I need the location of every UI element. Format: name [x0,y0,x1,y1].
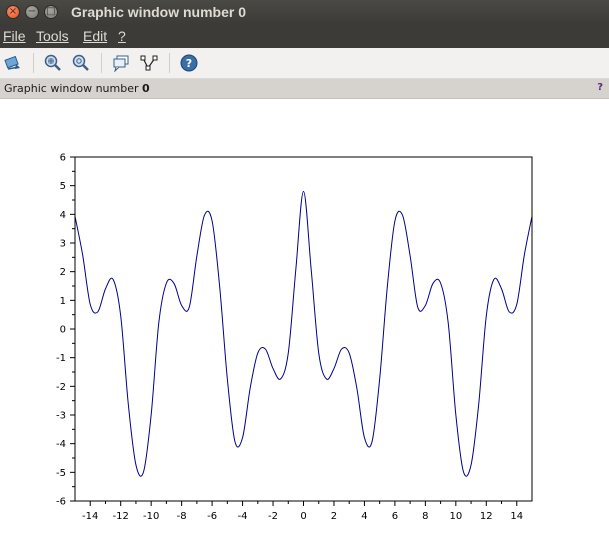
menubar: File Tools Edit ? [0,26,609,48]
y-tick-label: 4 [60,210,66,221]
help-icon: ? [180,54,198,72]
y-tick-label: 2 [60,267,66,278]
y-tick-label: -6 [56,497,66,508]
y-tick-label: 3 [60,239,66,250]
y-tick-label: 5 [60,181,66,192]
y-tick-label: -4 [56,439,66,450]
toolbar: ? [0,48,609,79]
window-title: Graphic window number 0 [71,4,247,20]
toolbar-separator [169,53,170,73]
y-tick-label: 1 [60,296,66,307]
x-tick-label: -8 [177,511,187,522]
infobar-help-icon[interactable]: ? [597,82,603,93]
infobar: Graphic window number 0 ? [0,79,609,99]
graphic-canvas[interactable]: -6 -5 -4 -3 -2 -1 0 1 2 3 4 5 6 -14 -12 -10 -8 -6 -4 -2 0 2 4… [0,100,609,559]
x-tick-label: 14 [510,511,523,522]
menu-tools[interactable]: Tools [36,28,69,44]
x-tick-label: 0 [300,511,306,522]
close-window-button[interactable]: × [6,5,20,19]
toolbar-separator [33,53,34,73]
menu-edit[interactable]: Edit [83,28,108,44]
x-tick-label: -10 [143,511,159,522]
minimize-window-button[interactable]: − [25,5,39,19]
x-tick-label: -6 [207,511,217,522]
rotate-button[interactable] [4,54,22,72]
y-tick-label: 6 [60,153,66,164]
axes-frame [74,156,533,502]
x-tick-label: -4 [238,511,248,522]
y-tick-label: -2 [56,382,66,393]
x-tick-label: 12 [480,511,493,522]
x-tick-label: -14 [82,511,98,522]
toolbar-separator [101,53,102,73]
infobar-number: 0 [142,82,150,95]
x-tick-label: -2 [268,511,278,522]
menu-help[interactable]: ? [118,28,126,44]
x-axis: -14 -12 -10 -8 -6 -4 -2 0 2 4 6 8 10 12 14 [82,501,523,522]
x-tick-label: 2 [331,511,337,522]
datatip-icon [113,55,129,73]
curve-line [74,190,533,477]
x-tick-label: 8 [422,511,428,522]
window-titlebar: × − □ Graphic window number 0 [0,0,609,26]
menu-file[interactable]: File [3,28,26,44]
rotate-icon [4,55,20,70]
datatip-button[interactable] [112,54,130,73]
infobar-title: Graphic window number 0 [4,82,150,95]
edit-curve-icon [140,55,158,71]
y-axis: -6 -5 -4 -3 -2 -1 0 1 2 3 4 5 6 [56,153,75,508]
x-tick-label: -12 [113,511,129,522]
svg-text:?: ? [186,57,192,70]
x-tick-label: 6 [392,511,398,522]
y-tick-label: -1 [56,353,66,364]
zoom-in-button[interactable] [44,54,62,72]
infobar-label: Graphic window number [4,82,139,95]
maximize-window-button[interactable]: □ [44,5,58,19]
x-tick-label: 10 [449,511,462,522]
zoom-out-button[interactable] [72,54,90,72]
x-tick-label: 4 [361,511,367,522]
zoom-out-icon [72,54,89,71]
help-button[interactable]: ? [180,54,198,72]
edit-curve-button[interactable] [140,54,158,72]
y-tick-label: -3 [56,411,66,422]
y-tick-label: 0 [60,325,66,336]
zoom-in-icon [44,54,61,71]
y-tick-label: -5 [56,468,66,479]
